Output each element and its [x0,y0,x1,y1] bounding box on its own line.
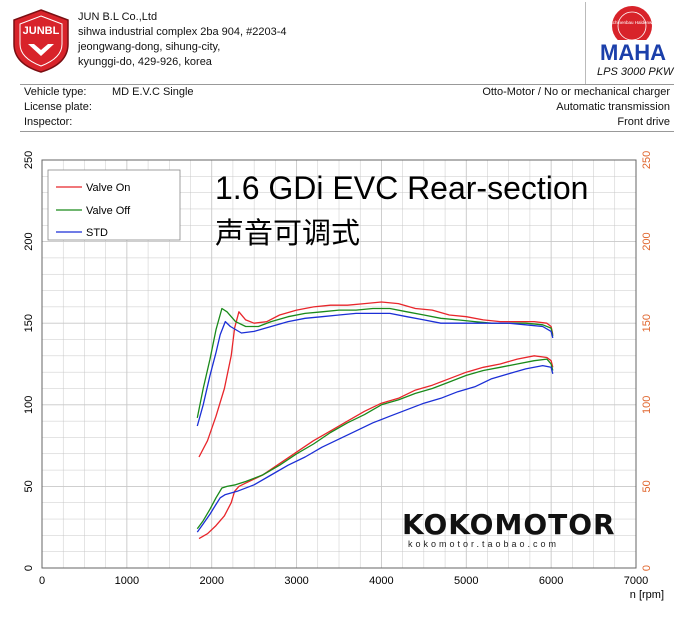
report-header: JUNBL JUN B.L Co.,Ltd sihwa industrial c… [0,0,680,84]
y2-tick-label: 150 [641,314,653,332]
y-tick-label: 250 [23,151,35,169]
vehicle-type-label: Vehicle type: [24,86,87,98]
inspector-label: Inspector: [24,116,73,128]
y2-tick-label: 100 [641,396,653,414]
x-tick-label: 0 [39,575,45,587]
info-divider [20,131,674,132]
y2-tick-label: 200 [641,232,653,250]
vehicle-type-value: MD E.V.C Single [112,86,194,98]
series-1-upper-curve [196,307,554,419]
company-address-2: jeongwang-dong, sihung-city, [78,41,221,53]
x-tick-label: 4000 [369,575,393,587]
series-lines [196,301,554,540]
x-tick-label: 5000 [454,575,478,587]
vehicle-spec: Otto-Motor / No or mechanical charger Au… [482,85,670,130]
series-0-lower-curve [198,355,554,540]
x-tick-label: 2000 [199,575,223,587]
series-1-lower-curve [196,358,554,530]
x-tick-label: 1000 [115,575,139,587]
maha-brand-text: MAHA [600,40,666,65]
vehicle-info: Vehicle type: MD E.V.C Single License pla… [24,85,194,130]
watermark-logo: KOKOMOTOR [402,508,616,541]
chart-title: 1.6 GDi EVC Rear-section [215,170,589,206]
y-tick-label: 0 [23,565,35,571]
maha-logo: Maschinenbau Haldenwang MAHA [585,2,670,84]
x-tick-label: 7000 [624,575,648,587]
engine-type: Otto-Motor / No or mechanical charger [482,86,670,98]
plot-frame [41,159,637,569]
company-address-3: kyunggi-do, 429-926, korea [78,56,212,68]
maha-seal-text: Maschinenbau Haldenwang [604,20,660,25]
x-axis-label: n [rpm] [630,589,664,601]
y-tick-label: 50 [23,480,35,492]
logo-brand-text: JUNBL [23,25,60,37]
junbl-logo: JUNBL [13,9,69,73]
y2-tick-label: 50 [641,480,653,492]
legend-label-std: STD [86,227,108,239]
y-tick-label: 100 [23,396,35,414]
chart-legend: Valve On Valve Off STD [47,169,181,241]
series-0-upper-curve [198,301,554,458]
legend-label-valve-off: Valve Off [86,205,131,217]
company-block: JUN B.L Co.,Ltd sihwa industrial complex… [78,10,287,70]
kokomotor-watermark: KOKOMOTOR kokomotor.taobao.com [402,508,616,549]
x-tick-label: 3000 [284,575,308,587]
company-name: JUN B.L Co.,Ltd [78,11,158,23]
chart-subtitle: 声音可调式 [215,216,361,250]
series-2-upper-curve [196,312,554,427]
header-divider [20,84,674,85]
y-tick-label: 150 [23,314,35,332]
x-tick-label: 6000 [539,575,563,587]
transmission-type: Automatic transmission [556,101,670,113]
company-address-1: sihwa industrial complex 2ba 904, #2203-… [78,26,287,38]
y2-tick-label: 0 [641,565,653,571]
legend-label-valve-on: Valve On [86,182,130,194]
y2-tick-label: 250 [641,151,653,169]
series-2-lower-curve [196,364,554,533]
drive-type: Front drive [617,116,670,128]
license-plate-label: License plate: [24,101,92,113]
watermark-url: kokomotor.taobao.com [408,539,560,549]
legend-box [47,169,181,241]
y-tick-label: 200 [23,232,35,250]
maha-model: LPS 3000 PKW [597,66,674,78]
